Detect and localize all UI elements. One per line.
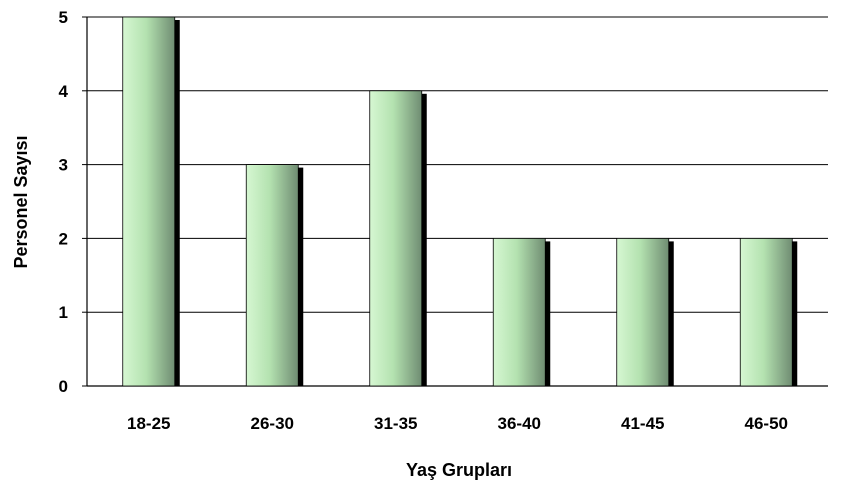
y-tick-label: 2 [59,229,68,248]
y-axis-title: Personel Sayısı [11,135,31,268]
x-tick-label: 18-25 [127,414,170,433]
x-tick-label: 31-35 [374,414,417,433]
y-tick-label: 5 [59,8,68,27]
bars [122,16,798,387]
y-tick-label: 1 [59,303,68,322]
x-axis-title: Yaş Grupları [406,460,512,480]
x-tick-labels: 18-25 26-30 31-35 36-40 41-45 46-50 [127,414,788,433]
x-tick-label: 26-30 [251,414,294,433]
y-tick-label: 0 [59,377,68,396]
x-tick-label: 41-45 [621,414,664,433]
x-tick-label: 36-40 [498,414,541,433]
x-tick-label: 46-50 [745,414,788,433]
bar [616,237,670,387]
bar [245,164,299,387]
bar [122,16,176,387]
bar [492,237,546,387]
bar [369,90,423,387]
bar [739,237,793,387]
y-tick-label: 3 [59,156,68,175]
gridlines [87,16,828,313]
y-tick-label: 4 [59,82,69,101]
axes [82,16,828,387]
y-tick-labels: 0 1 2 3 4 5 [59,8,69,396]
